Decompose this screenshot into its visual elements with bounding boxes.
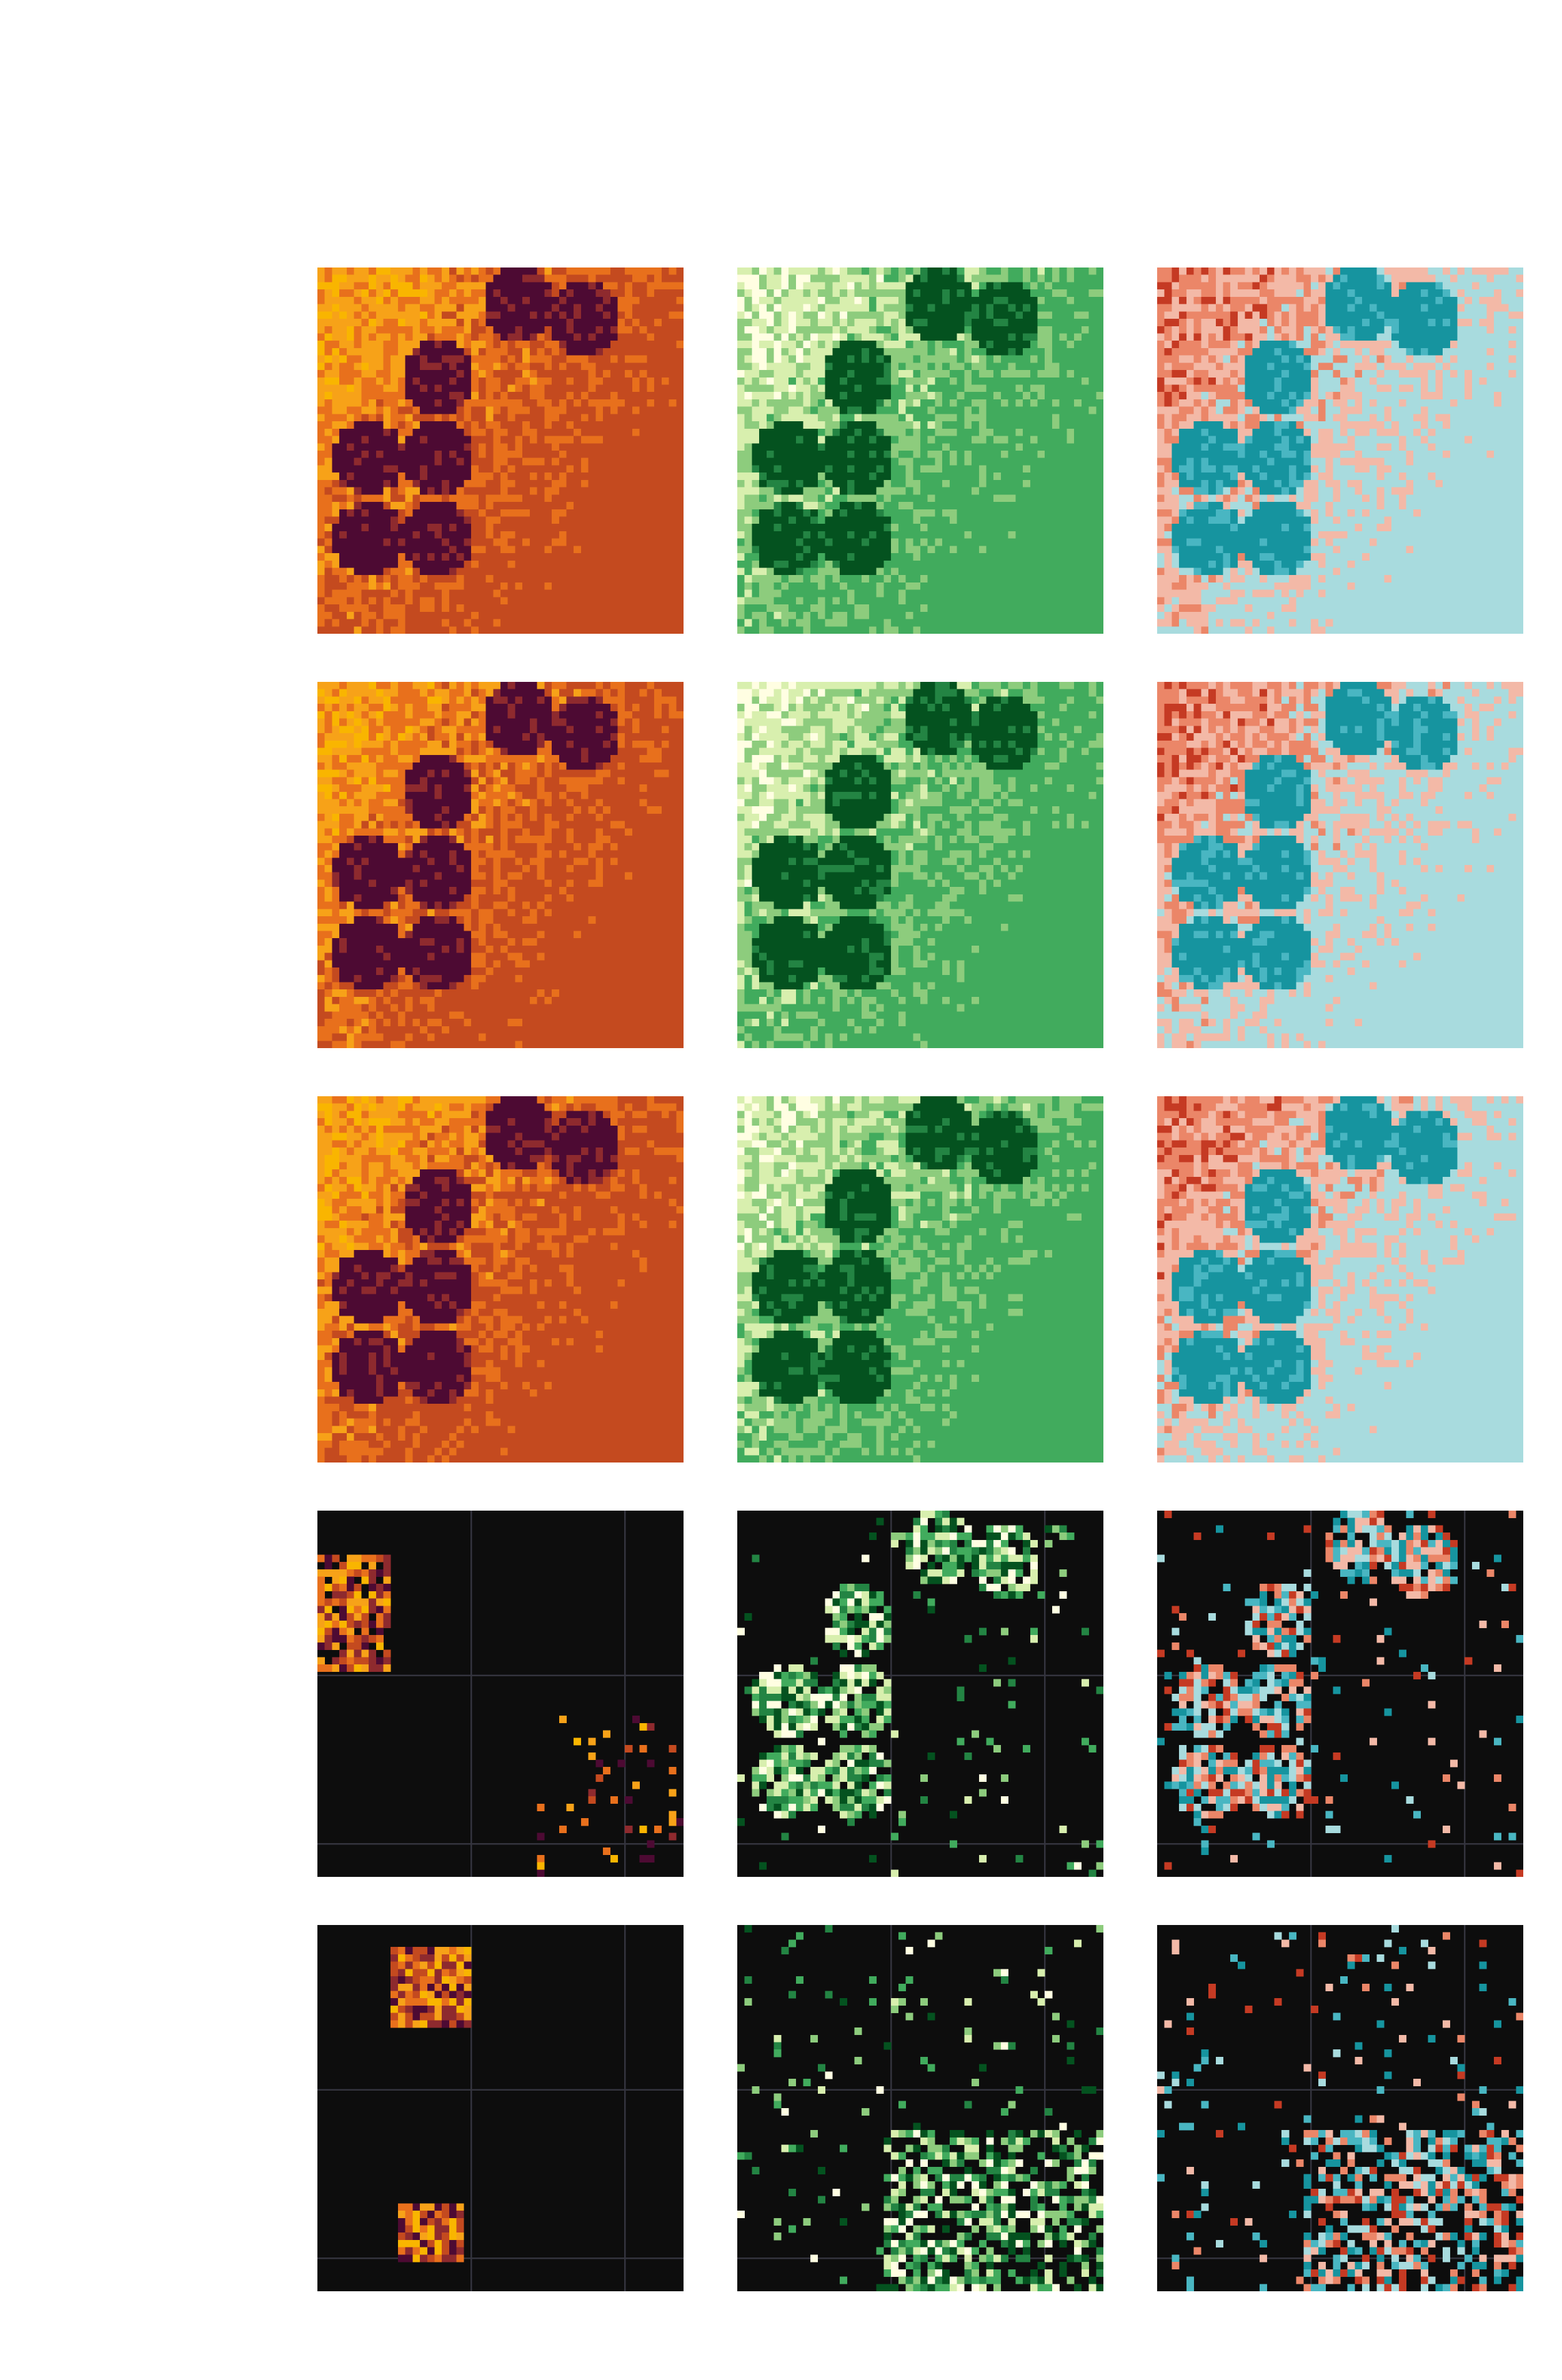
row-header-temporal-average: Temporal Average <box>16 371 310 511</box>
raster-image <box>317 268 684 634</box>
raster-image <box>317 1096 684 1462</box>
map-ndvi-significant-decrease <box>737 1925 1103 2291</box>
column-header-ndmi: Moisture (NDMI) <box>1175 109 1541 249</box>
map-ndmi-significant-decrease <box>1157 1925 1523 2291</box>
row-header-significant-increase: Significant Increase <box>16 1616 310 1756</box>
raster-image <box>1157 1511 1523 1877</box>
map-lst-significant-increase <box>317 1511 684 1877</box>
map-lst-temporal-average <box>317 268 684 634</box>
raster-image <box>317 1925 684 2291</box>
raster-image <box>737 268 1103 634</box>
map-ndvi-average-annual-change <box>737 682 1103 1048</box>
column-header-lst: Land Surface Temperature <box>337 109 704 249</box>
raster-image <box>317 682 684 1048</box>
row-header-average-annual-change: Average Annual Change <box>16 751 310 961</box>
map-ndmi-significant-increase <box>1157 1511 1523 1877</box>
raster-image <box>737 1096 1103 1462</box>
raster-image <box>737 1511 1103 1877</box>
map-lst-average-annual-change <box>317 682 684 1048</box>
raster-image <box>317 1511 684 1877</box>
raster-image <box>737 682 1103 1048</box>
map-ndmi-overall-temporal-change <box>1157 1096 1523 1462</box>
raster-image <box>1157 1096 1523 1462</box>
raster-image <box>737 1925 1103 2291</box>
map-ndmi-average-annual-change <box>1157 682 1523 1048</box>
row-header-overall-temporal-change: Overall Temporal Change <box>16 1170 310 1380</box>
map-lst-significant-decrease <box>317 1925 684 2291</box>
column-header-ndvi: Vegetation (NDVI) <box>755 109 1121 249</box>
raster-image <box>1157 1925 1523 2291</box>
raster-image <box>1157 682 1523 1048</box>
map-ndvi-temporal-average <box>737 268 1103 634</box>
map-ndmi-temporal-average <box>1157 268 1523 634</box>
map-ndvi-overall-temporal-change <box>737 1096 1103 1462</box>
map-ndvi-significant-increase <box>737 1511 1103 1877</box>
map-lst-overall-temporal-change <box>317 1096 684 1462</box>
raster-image <box>1157 268 1523 634</box>
row-header-significant-decrease: Significant Decrease <box>16 2031 310 2171</box>
